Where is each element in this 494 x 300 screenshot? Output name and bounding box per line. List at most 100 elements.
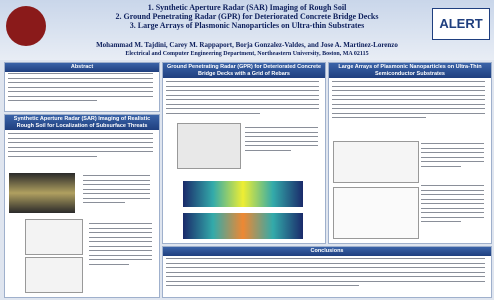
figure: [183, 181, 303, 207]
text-line: [245, 140, 318, 142]
text-line: [421, 198, 484, 200]
text-line: [166, 90, 319, 92]
text-line: [332, 112, 485, 114]
text-line: [89, 250, 152, 252]
text-line: [421, 216, 484, 218]
text-line: [89, 263, 129, 265]
text-line: [166, 108, 319, 110]
figure: [333, 141, 419, 183]
title-line: 3. Large Arrays of Plasmonic Nanoparticl…: [129, 21, 365, 30]
section-title: Conclusions: [163, 247, 491, 256]
plasmonic-box: Large Arrays of Plasmonic Nanoparticles …: [328, 62, 492, 244]
affiliation: Electrical and Computer Engineering Depa…: [125, 51, 369, 57]
text-line: [83, 188, 150, 190]
university-logo: [6, 6, 46, 46]
text-line: [245, 127, 318, 129]
text-line: [8, 82, 153, 84]
text-line: [421, 212, 484, 214]
text-line: [8, 137, 153, 139]
text-line: [421, 147, 484, 149]
text-line: [8, 155, 97, 157]
text-line: [83, 193, 150, 195]
text-line: [89, 241, 152, 243]
text-line: [166, 99, 319, 101]
text-line: [83, 175, 150, 177]
text-line: [332, 85, 485, 87]
figure: [333, 187, 419, 239]
section-title: Abstract: [5, 63, 159, 72]
text-line: [83, 197, 150, 199]
text-line: [245, 136, 318, 138]
text-line: [8, 73, 153, 75]
text-line: [89, 236, 152, 238]
text-line: [83, 184, 150, 186]
text-line: [166, 267, 485, 269]
text-line: [83, 202, 125, 204]
text-line: [421, 156, 484, 158]
sar-box: Synthetic Aperture Radar (SAR) Imaging o…: [4, 114, 160, 298]
abstract-box: Abstract: [4, 62, 160, 112]
figure: [177, 123, 241, 169]
figure: [9, 173, 75, 213]
section-title: Large Arrays of Plasmonic Nanoparticles …: [329, 63, 491, 78]
text-line: [166, 94, 319, 96]
text-line: [166, 276, 485, 278]
text-line: [166, 258, 485, 260]
title-line: 2. Ground Penetrating Radar (GPR) for De…: [115, 12, 379, 21]
authors: Mohammad M. Tajdini, Carey M. Rappaport,…: [96, 41, 398, 49]
text-line: [421, 221, 461, 223]
figure: [25, 257, 83, 293]
text-line: [421, 207, 484, 209]
conclusions-box: Conclusions: [162, 246, 492, 298]
text-line: [421, 161, 484, 163]
text-line: [8, 142, 153, 144]
text-line: [421, 165, 461, 167]
text-line: [8, 133, 153, 135]
text-line: [245, 145, 318, 147]
text-line: [89, 259, 152, 261]
text-line: [8, 95, 153, 97]
text-line: [89, 254, 152, 256]
text-line: [332, 90, 485, 92]
text-line: [166, 271, 485, 273]
text-line: [166, 112, 260, 114]
text-line: [89, 223, 152, 225]
text-line: [332, 81, 485, 83]
text-line: [166, 280, 485, 282]
section-title: Ground Penetrating Radar (GPR) for Deter…: [163, 63, 325, 78]
text-line: [421, 194, 484, 196]
text-line: [332, 108, 485, 110]
alert-logo: ALERT: [432, 8, 490, 40]
text-line: [332, 94, 485, 96]
header: [0, 0, 494, 60]
text-line: [89, 232, 152, 234]
text-line: [245, 149, 291, 151]
text-line: [8, 100, 97, 102]
text-line: [8, 86, 153, 88]
text-line: [421, 152, 484, 154]
text-line: [83, 179, 150, 181]
figure: [183, 213, 303, 239]
text-line: [8, 91, 153, 93]
text-line: [166, 81, 319, 83]
text-line: [332, 117, 426, 119]
section-title: Synthetic Aperture Radar (SAR) Imaging o…: [5, 115, 159, 130]
text-line: [89, 227, 152, 229]
gpr-box: Ground Penetrating Radar (GPR) for Deter…: [162, 62, 326, 244]
text-line: [421, 143, 484, 145]
text-line: [89, 245, 152, 247]
text-line: [166, 103, 319, 105]
text-line: [166, 85, 319, 87]
text-line: [8, 146, 153, 148]
text-line: [421, 185, 484, 187]
text-line: [8, 151, 153, 153]
figure: [25, 219, 83, 255]
text-line: [245, 131, 318, 133]
text-line: [332, 103, 485, 105]
text-line: [166, 285, 360, 287]
text-line: [8, 77, 153, 79]
text-line: [421, 203, 484, 205]
text-line: [166, 262, 485, 264]
text-line: [421, 189, 484, 191]
